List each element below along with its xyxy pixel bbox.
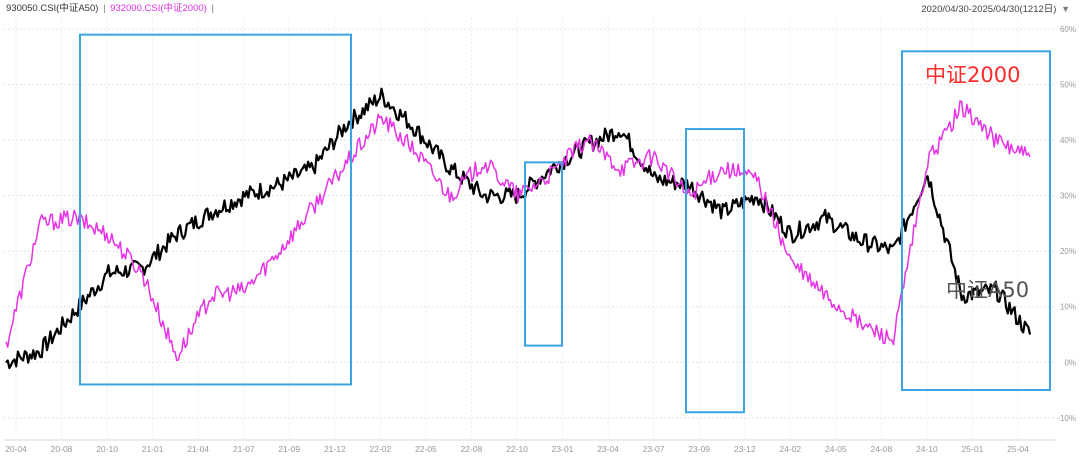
- date-range-selector[interactable]: 2020/04/30-2025/04/30(1212日) ▼: [921, 0, 1070, 19]
- y-tick-label: 60%: [1060, 25, 1076, 34]
- x-tick-label: 24-05: [825, 444, 847, 454]
- highlight-box: [79, 33, 352, 386]
- x-tick-label: 22-08: [461, 444, 483, 454]
- series-line-2000: [5, 100, 1031, 362]
- highlight-boxes: [79, 33, 1051, 414]
- y-tick-label: -10%: [1057, 414, 1076, 423]
- chart-annotations: 中证2000 中证A50: [925, 63, 1029, 302]
- annotation-csi2000: 中证2000: [925, 63, 1020, 87]
- annotation-a50: 中证A50: [946, 278, 1029, 302]
- x-tick-label: 24-08: [870, 444, 892, 454]
- x-tick-label: 20-10: [96, 444, 118, 454]
- y-tick-label: 10%: [1060, 303, 1076, 312]
- x-tick-label: 25-04: [1007, 444, 1029, 454]
- x-axis: 20-04 20-08 20-10 21-01 21-04 21-07 21-09 21-12…: [4, 439, 1055, 454]
- x-tick-label: 25-01: [962, 444, 984, 454]
- x-tick-label: 23-09: [688, 444, 710, 454]
- x-tick-label: 23-01: [552, 444, 574, 454]
- x-tick-label: 24-10: [916, 444, 938, 454]
- chart-series: [5, 87, 1032, 370]
- x-tick-label: 24-02: [779, 444, 801, 454]
- x-tick-label: 21-01: [142, 444, 164, 454]
- y-tick-label: 0%: [1064, 358, 1076, 367]
- triangle-down-icon[interactable]: ▼: [1061, 4, 1070, 14]
- chart-header: 930050.CSI(中证A50) | 932000.CSI(中证2000) |…: [0, 0, 1080, 18]
- legend-separator: |: [103, 3, 106, 14]
- chart-grid: [4, 18, 1055, 440]
- x-tick-label: 20-08: [51, 444, 73, 454]
- x-tick-label: 21-12: [324, 444, 346, 454]
- x-tick-label: 21-09: [278, 444, 300, 454]
- x-tick-label: 21-07: [233, 444, 255, 454]
- series-line-a50: [5, 87, 1032, 370]
- date-range-label: 2020/04/30-2025/04/30(1212日): [921, 4, 1057, 15]
- y-tick-label: 30%: [1060, 192, 1076, 201]
- highlight-box: [524, 161, 563, 347]
- x-tick-label: 22-02: [369, 444, 391, 454]
- x-tick-label: 21-04: [187, 444, 209, 454]
- legend-series-2000[interactable]: 932000.CSI(中证2000): [110, 3, 207, 14]
- y-axis: 60% 50% 40% 30% 20% 10% 0% -10%: [1057, 25, 1076, 423]
- y-tick-label: 40%: [1060, 136, 1076, 145]
- x-tick-label: 23-07: [643, 444, 665, 454]
- x-tick-label: 22-05: [415, 444, 437, 454]
- legend-series-a50[interactable]: 930050.CSI(中证A50): [6, 3, 99, 14]
- highlight-box: [901, 50, 1051, 392]
- y-tick-label: 20%: [1060, 247, 1076, 256]
- legend-separator: |: [211, 3, 214, 14]
- x-tick-label: 22-10: [506, 444, 528, 454]
- series-legend: 930050.CSI(中证A50) | 932000.CSI(中证2000) |: [6, 0, 216, 18]
- highlight-box: [685, 128, 745, 414]
- x-tick-label: 23-12: [734, 444, 756, 454]
- x-tick-label: 23-04: [597, 444, 619, 454]
- y-tick-label: 50%: [1060, 81, 1076, 90]
- x-tick-label: 20-04: [5, 444, 27, 454]
